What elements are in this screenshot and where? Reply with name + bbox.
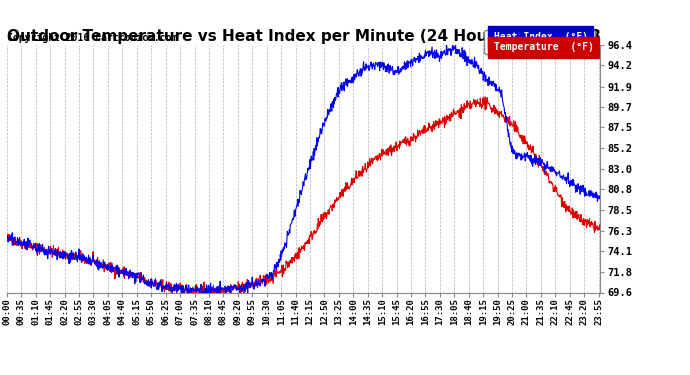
Title: Outdoor Temperature vs Heat Index per Minute (24 Hours) 20160713: Outdoor Temperature vs Heat Index per Mi… (7, 29, 600, 44)
Legend: Heat Index  (°F), Temperature  (°F): Heat Index (°F), Temperature (°F) (484, 30, 595, 54)
Text: Copyright 2016 Cartronics.com: Copyright 2016 Cartronics.com (7, 33, 177, 42)
